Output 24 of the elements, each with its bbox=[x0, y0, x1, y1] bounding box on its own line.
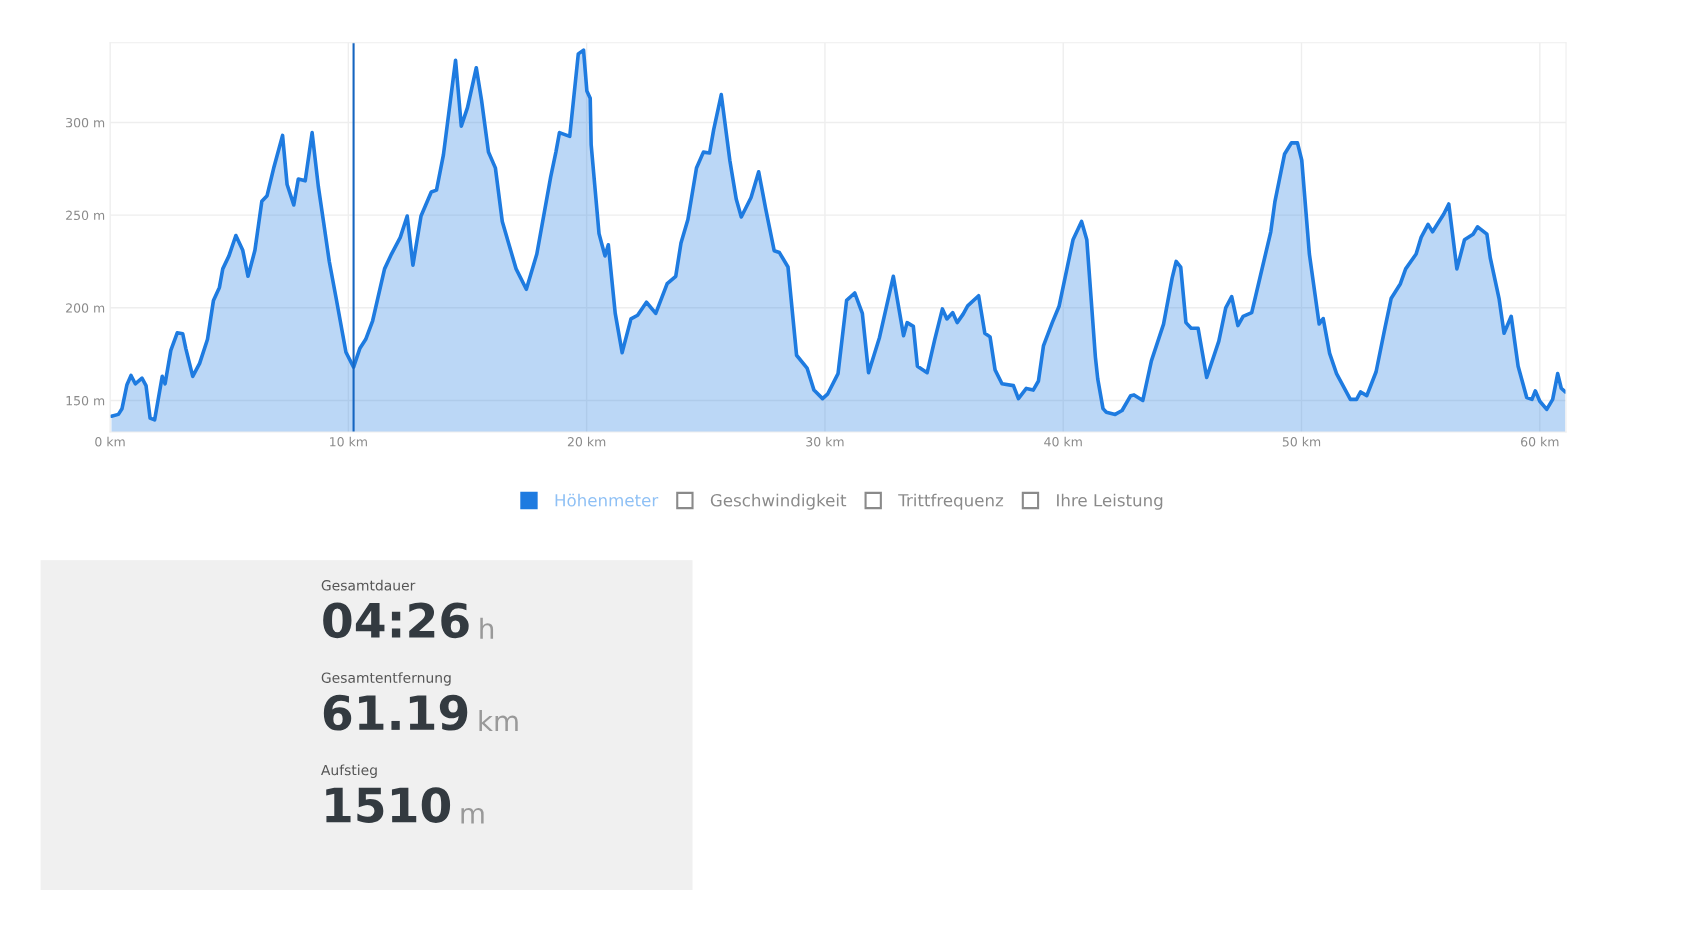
text: 1510 bbox=[326, 787, 451, 823]
x-tick-label: 0 km bbox=[95, 436, 125, 447]
x-tick-label: 10 km bbox=[330, 436, 367, 447]
x-tick-label: 60 km bbox=[1521, 436, 1559, 447]
legend-label: Trittfrequenz bbox=[898, 493, 1004, 510]
text: km bbox=[479, 709, 518, 732]
x-tick-label: 30 km bbox=[806, 436, 844, 447]
x-tick-label: 40 km bbox=[1044, 436, 1082, 447]
text: h bbox=[480, 617, 494, 639]
y-tick-label: 150 m bbox=[66, 395, 105, 406]
legend-label: Ihre Leistung bbox=[1057, 493, 1163, 510]
legend-label: Höhenmeter bbox=[555, 493, 659, 507]
text: Gesamtentfernung bbox=[321, 672, 451, 686]
y-tick-label: 200 m bbox=[66, 303, 105, 313]
text: m bbox=[461, 807, 484, 824]
x-tick-label: 20 km bbox=[567, 436, 606, 447]
text: Aufstieg bbox=[321, 764, 377, 778]
text: 61.19 bbox=[323, 694, 468, 731]
x-tick-label: 50 km bbox=[1282, 436, 1321, 447]
text: 04:26 bbox=[323, 602, 469, 639]
y-tick-label: 300 m bbox=[66, 117, 105, 128]
text: Gesamtdauer bbox=[321, 579, 416, 591]
y-tick-label: 250 m bbox=[66, 210, 105, 221]
legend-label: Geschwindigkeit bbox=[710, 493, 847, 510]
